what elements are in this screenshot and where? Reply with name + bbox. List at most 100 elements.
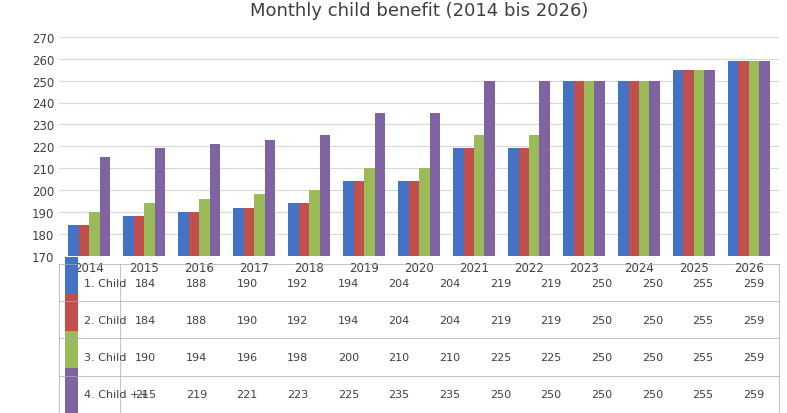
Bar (343, 182, 353, 413)
Text: 219: 219 (541, 315, 562, 325)
Bar (594, 81, 605, 413)
Bar (244, 208, 254, 413)
Text: 3. Child: 3. Child (83, 352, 126, 362)
Bar (364, 169, 375, 413)
Text: 192: 192 (287, 315, 309, 325)
Bar (419, 169, 430, 413)
Text: 259: 259 (743, 352, 764, 362)
Bar (673, 71, 683, 413)
Text: 200: 200 (338, 352, 359, 362)
Bar (398, 182, 408, 413)
Bar (683, 71, 694, 413)
Bar (199, 199, 209, 413)
Text: 4. Child ++: 4. Child ++ (83, 389, 148, 399)
Bar (453, 149, 464, 413)
Text: 188: 188 (186, 278, 207, 288)
Bar (124, 217, 134, 413)
Bar (375, 114, 385, 413)
Bar (759, 62, 770, 413)
Bar (584, 81, 594, 413)
Text: 250: 250 (541, 389, 562, 399)
Bar (100, 158, 110, 413)
Text: 192: 192 (287, 278, 309, 288)
Bar (68, 225, 79, 413)
Bar (649, 81, 660, 413)
Text: 204: 204 (388, 315, 409, 325)
Text: 255: 255 (693, 315, 714, 325)
Bar (728, 62, 738, 413)
Bar (320, 136, 330, 413)
Text: 250: 250 (642, 315, 663, 325)
Text: 204: 204 (388, 278, 409, 288)
Bar (254, 195, 264, 413)
Bar (563, 81, 574, 413)
Bar (309, 190, 320, 413)
Bar (749, 62, 759, 413)
Bar (629, 81, 639, 413)
Text: 235: 235 (439, 389, 460, 399)
Bar (464, 149, 474, 413)
Title: Monthly child benefit (2014 bis 2026): Monthly child benefit (2014 bis 2026) (250, 2, 588, 20)
Text: 219: 219 (490, 278, 511, 288)
Text: 184: 184 (135, 315, 156, 325)
Bar (65, 294, 78, 346)
Bar (408, 182, 419, 413)
Bar (353, 182, 364, 413)
Text: 235: 235 (389, 389, 409, 399)
Text: 221: 221 (236, 389, 257, 399)
Bar (519, 149, 529, 413)
Text: 1. Child: 1. Child (83, 278, 126, 288)
Text: 219: 219 (186, 389, 207, 399)
Bar (65, 257, 78, 309)
Text: 250: 250 (591, 278, 612, 288)
Text: 219: 219 (541, 278, 562, 288)
Text: 194: 194 (186, 352, 207, 362)
Bar (179, 212, 189, 413)
Bar (144, 204, 155, 413)
Text: 204: 204 (439, 278, 460, 288)
Text: 194: 194 (338, 278, 359, 288)
Text: 210: 210 (439, 352, 460, 362)
Bar (704, 71, 715, 413)
Bar (508, 149, 519, 413)
Text: 210: 210 (389, 352, 409, 362)
Text: 255: 255 (693, 278, 714, 288)
Text: 259: 259 (743, 278, 764, 288)
Text: 225: 225 (541, 352, 562, 362)
Text: 184: 184 (135, 278, 156, 288)
Text: 250: 250 (591, 352, 612, 362)
Text: 250: 250 (642, 389, 663, 399)
Text: 225: 225 (338, 389, 359, 399)
Bar (155, 149, 165, 413)
Bar (529, 136, 539, 413)
Text: 215: 215 (135, 389, 156, 399)
Bar (233, 208, 244, 413)
Text: 223: 223 (287, 389, 309, 399)
Bar (539, 81, 550, 413)
Text: 225: 225 (490, 352, 511, 362)
Text: 204: 204 (439, 315, 460, 325)
Text: 190: 190 (236, 315, 257, 325)
Bar (738, 62, 749, 413)
Text: 250: 250 (591, 389, 612, 399)
Text: 194: 194 (338, 315, 359, 325)
Bar (430, 114, 440, 413)
Text: 250: 250 (591, 315, 612, 325)
Bar (639, 81, 649, 413)
Bar (299, 204, 309, 413)
Text: 259: 259 (743, 315, 764, 325)
Bar (264, 140, 275, 413)
Text: 219: 219 (490, 315, 511, 325)
Bar (134, 217, 144, 413)
Text: 2. Child: 2. Child (83, 315, 126, 325)
Text: 190: 190 (236, 278, 257, 288)
Bar (89, 212, 100, 413)
Text: 250: 250 (490, 389, 511, 399)
Text: 255: 255 (693, 352, 714, 362)
Text: 250: 250 (642, 352, 663, 362)
Bar (189, 212, 199, 413)
Bar (618, 81, 629, 413)
Bar (574, 81, 584, 413)
Text: 188: 188 (186, 315, 207, 325)
Bar (474, 136, 485, 413)
